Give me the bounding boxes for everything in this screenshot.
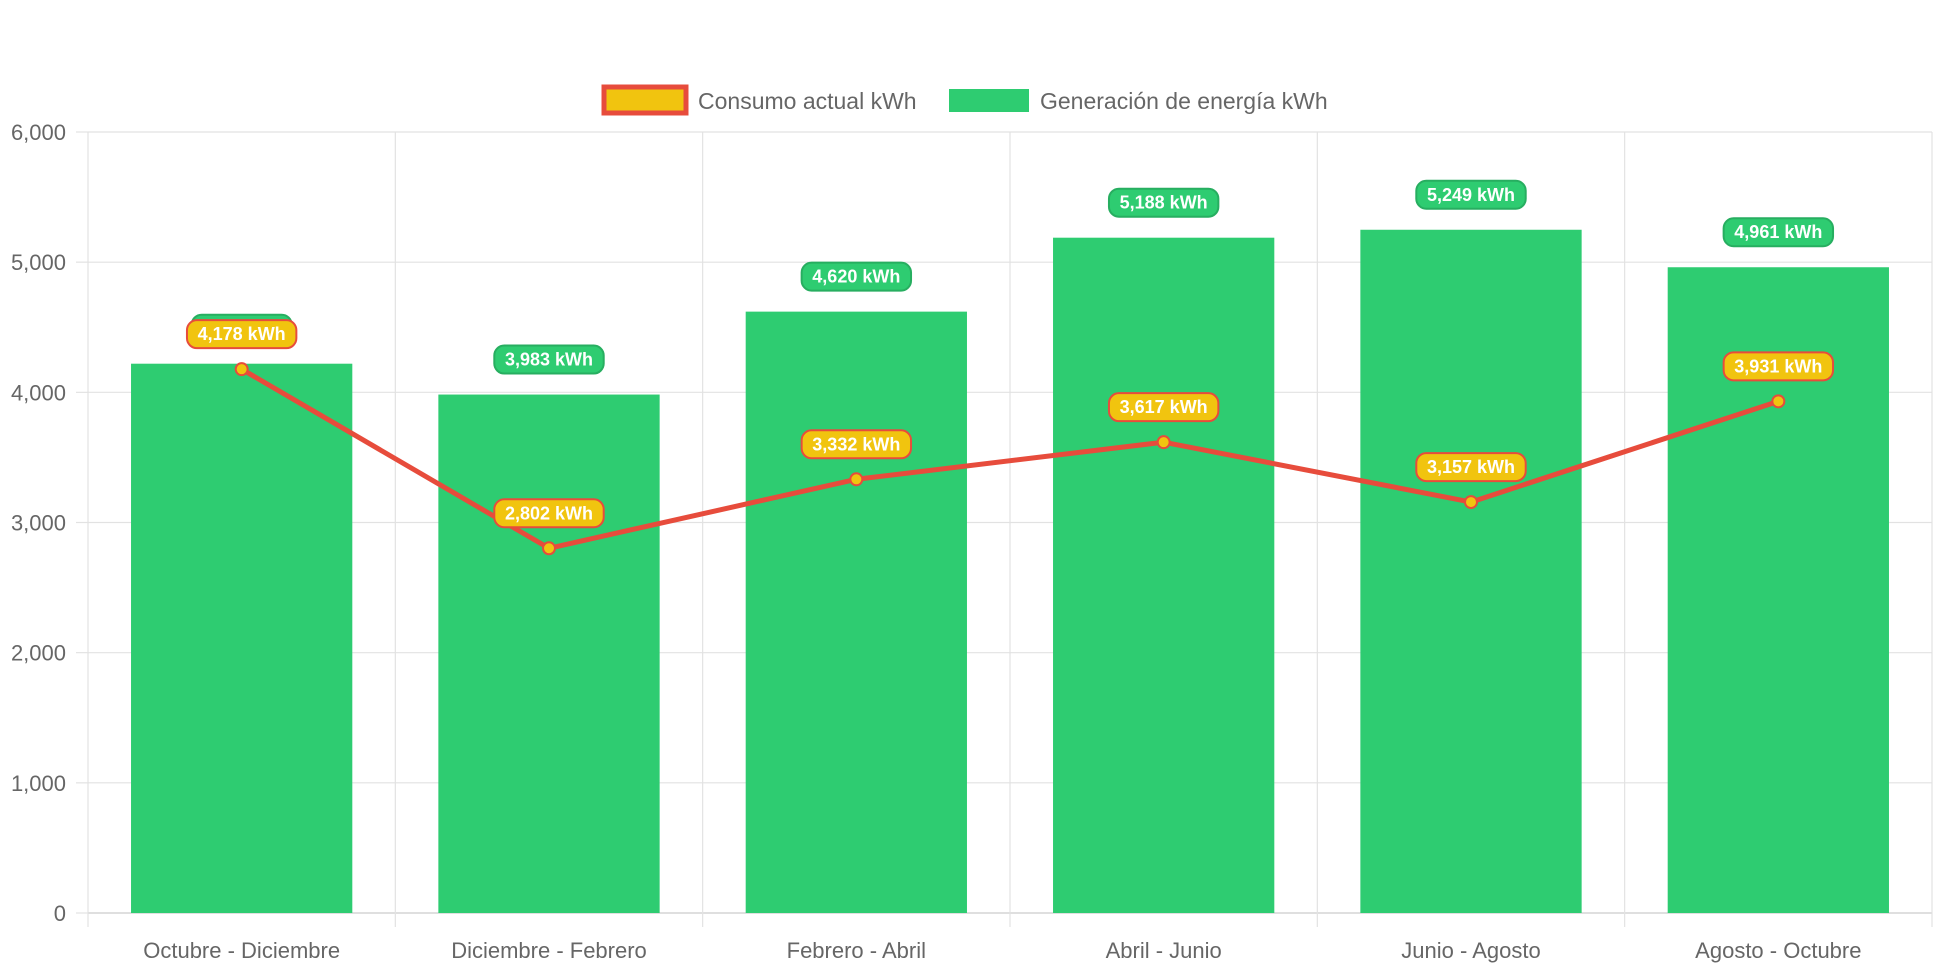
line-data-label: 3,931 kWh — [1722, 351, 1835, 382]
point-consumo — [1156, 435, 1171, 450]
line-data-label: 3,332 kWh — [800, 429, 913, 460]
legend-label-generacion: Generación de energía kWh — [1040, 88, 1328, 114]
legend-swatch-consumo — [601, 84, 689, 116]
line-data-label: 4,178 kWh — [185, 319, 298, 350]
axes: 0 1,000 2,000 3,000 4,000 5,000 6,000 Octubre -… — [11, 120, 1862, 963]
legend-label-consumo: Consumo actual kWh — [698, 88, 917, 114]
y-tick-label: 4,000 — [11, 380, 66, 405]
bar-data-label-text: 4,961 kWh — [1734, 222, 1822, 242]
bar-series — [131, 229, 1889, 914]
line-data-label-text: 3,931 kWh — [1734, 356, 1822, 376]
bar-data-label: 4,620 kWh — [800, 261, 913, 292]
line-data-label-bg — [1415, 452, 1527, 483]
line-data-label-text: 3,617 kWh — [1120, 397, 1208, 417]
line-data-label-bg — [493, 498, 605, 529]
line-data-label-text: 3,157 kWh — [1427, 457, 1515, 477]
bar-data-label-text: 5,249 kWh — [1427, 185, 1515, 205]
bar-data-label-bg — [1415, 179, 1527, 210]
bar-data-label-bg — [800, 261, 913, 292]
bar-generacion — [438, 394, 660, 914]
y-tick-label: 3,000 — [11, 511, 66, 536]
y-tick-label: 1,000 — [11, 771, 66, 796]
point-consumo — [849, 472, 864, 487]
bar-generacion — [745, 311, 967, 913]
x-tick-label: Febrero - Abril — [787, 938, 926, 963]
legend-item-consumo[interactable]: Consumo actual kWh — [601, 84, 917, 116]
y-tick-label: 5,000 — [11, 250, 66, 275]
bar-data-label-text: 4,620 kWh — [812, 267, 900, 287]
bar-generacion — [1360, 229, 1582, 913]
line-data-label-text: 3,332 kWh — [812, 434, 900, 454]
x-tick-label: Octubre - Diciembre — [143, 938, 340, 963]
legend-item-generacion[interactable]: Generación de energía kWh — [949, 88, 1328, 114]
line-data-label: 3,617 kWh — [1107, 392, 1220, 423]
bar-data-label-bg — [1722, 217, 1835, 248]
line-data-label-bg — [1107, 392, 1220, 423]
bar-data-label: 5,249 kWh — [1415, 179, 1527, 210]
line-data-label-text: 4,178 kWh — [198, 324, 286, 344]
y-tick-label: 2,000 — [11, 641, 66, 666]
line-data-label-text: 2,802 kWh — [505, 503, 593, 523]
grid — [76, 131, 1933, 927]
bar-data-label-text: 3,983 kWh — [505, 350, 593, 370]
x-tick-label: Agosto - Octubre — [1695, 938, 1861, 963]
bar-data-label-bg — [1107, 187, 1220, 218]
point-consumo — [1771, 394, 1786, 409]
line-data-label: 2,802 kWh — [493, 498, 605, 529]
bar-data-label: 3,983 kWh — [493, 344, 605, 375]
bar-data-labels: 3,983 kWh 4,620 kWh 5,188 kWh 5,249 kWh 4,96… — [190, 179, 1835, 375]
bar-data-label-bg — [493, 344, 605, 375]
line-data-label-bg — [1722, 351, 1835, 382]
bar-generacion — [131, 363, 353, 913]
line-data-label-bg — [800, 429, 913, 460]
legend: Consumo actual kWh Generación de energía… — [601, 84, 1328, 116]
line-data-label-bg — [185, 319, 298, 350]
bar-generacion — [1053, 237, 1275, 914]
x-tick-label: Abril - Junio — [1106, 938, 1222, 963]
point-consumo — [234, 362, 249, 377]
y-tick-label: 0 — [54, 901, 66, 926]
legend-swatch-generacion — [949, 89, 1029, 112]
bar-data-label-text: 5,188 kWh — [1120, 193, 1208, 213]
y-tick-label: 6,000 — [11, 120, 66, 145]
x-tick-label: Diciembre - Febrero — [451, 938, 647, 963]
x-tick-label: Junio - Agosto — [1401, 938, 1540, 963]
point-consumo — [1464, 495, 1478, 510]
point-consumo — [542, 541, 556, 556]
line-data-label: 3,157 kWh — [1415, 452, 1527, 483]
bar-data-label: 5,188 kWh — [1107, 187, 1220, 218]
bar-data-label: 4,961 kWh — [1722, 217, 1835, 248]
line-data-labels: 4,178 kWh 2,802 kWh 3,332 kWh 3,617 kWh 3,15… — [185, 319, 1835, 529]
